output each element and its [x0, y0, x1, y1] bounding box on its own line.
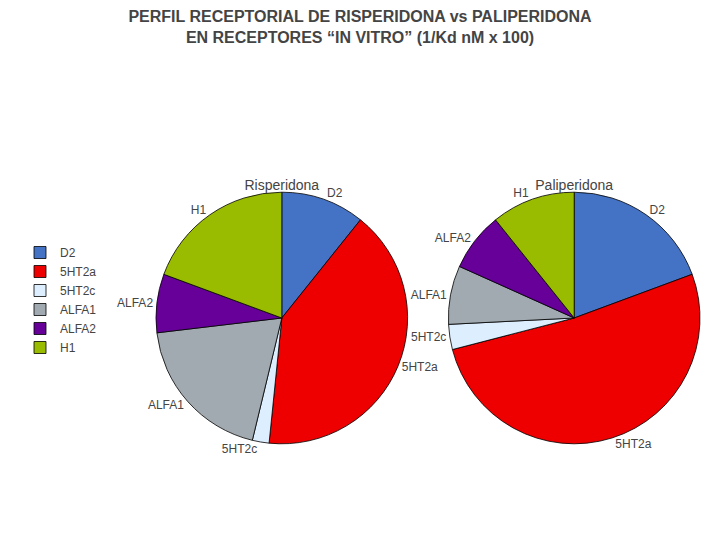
svg-text:Paliperidona: Paliperidona: [535, 177, 613, 193]
svg-text:5HT2a: 5HT2a: [615, 437, 651, 451]
svg-text:ALFA2: ALFA2: [60, 322, 96, 336]
svg-text:ALFA1: ALFA1: [60, 303, 96, 317]
svg-text:ALFA1: ALFA1: [148, 398, 184, 412]
svg-text:H1: H1: [60, 341, 76, 355]
svg-text:ALFA1: ALFA1: [411, 288, 447, 302]
svg-text:5HT2a: 5HT2a: [60, 265, 96, 279]
svg-text:5HT2c: 5HT2c: [60, 284, 95, 298]
svg-text:D2: D2: [650, 203, 666, 217]
svg-text:5HT2c: 5HT2c: [222, 442, 257, 456]
svg-text:5HT2a: 5HT2a: [402, 360, 438, 374]
svg-text:PERFIL RECEPTORIAL DE RISPERID: PERFIL RECEPTORIAL DE RISPERIDONA vs PAL…: [128, 8, 592, 46]
svg-text:ALFA2: ALFA2: [117, 296, 153, 310]
svg-text:5HT2c: 5HT2c: [411, 330, 446, 344]
svg-text:Risperidona: Risperidona: [244, 177, 319, 193]
svg-text:ALFA2: ALFA2: [435, 231, 471, 245]
svg-text:D2: D2: [60, 246, 76, 260]
svg-text:H1: H1: [513, 186, 529, 200]
svg-text:H1: H1: [191, 203, 207, 217]
svg-text:D2: D2: [327, 186, 343, 200]
